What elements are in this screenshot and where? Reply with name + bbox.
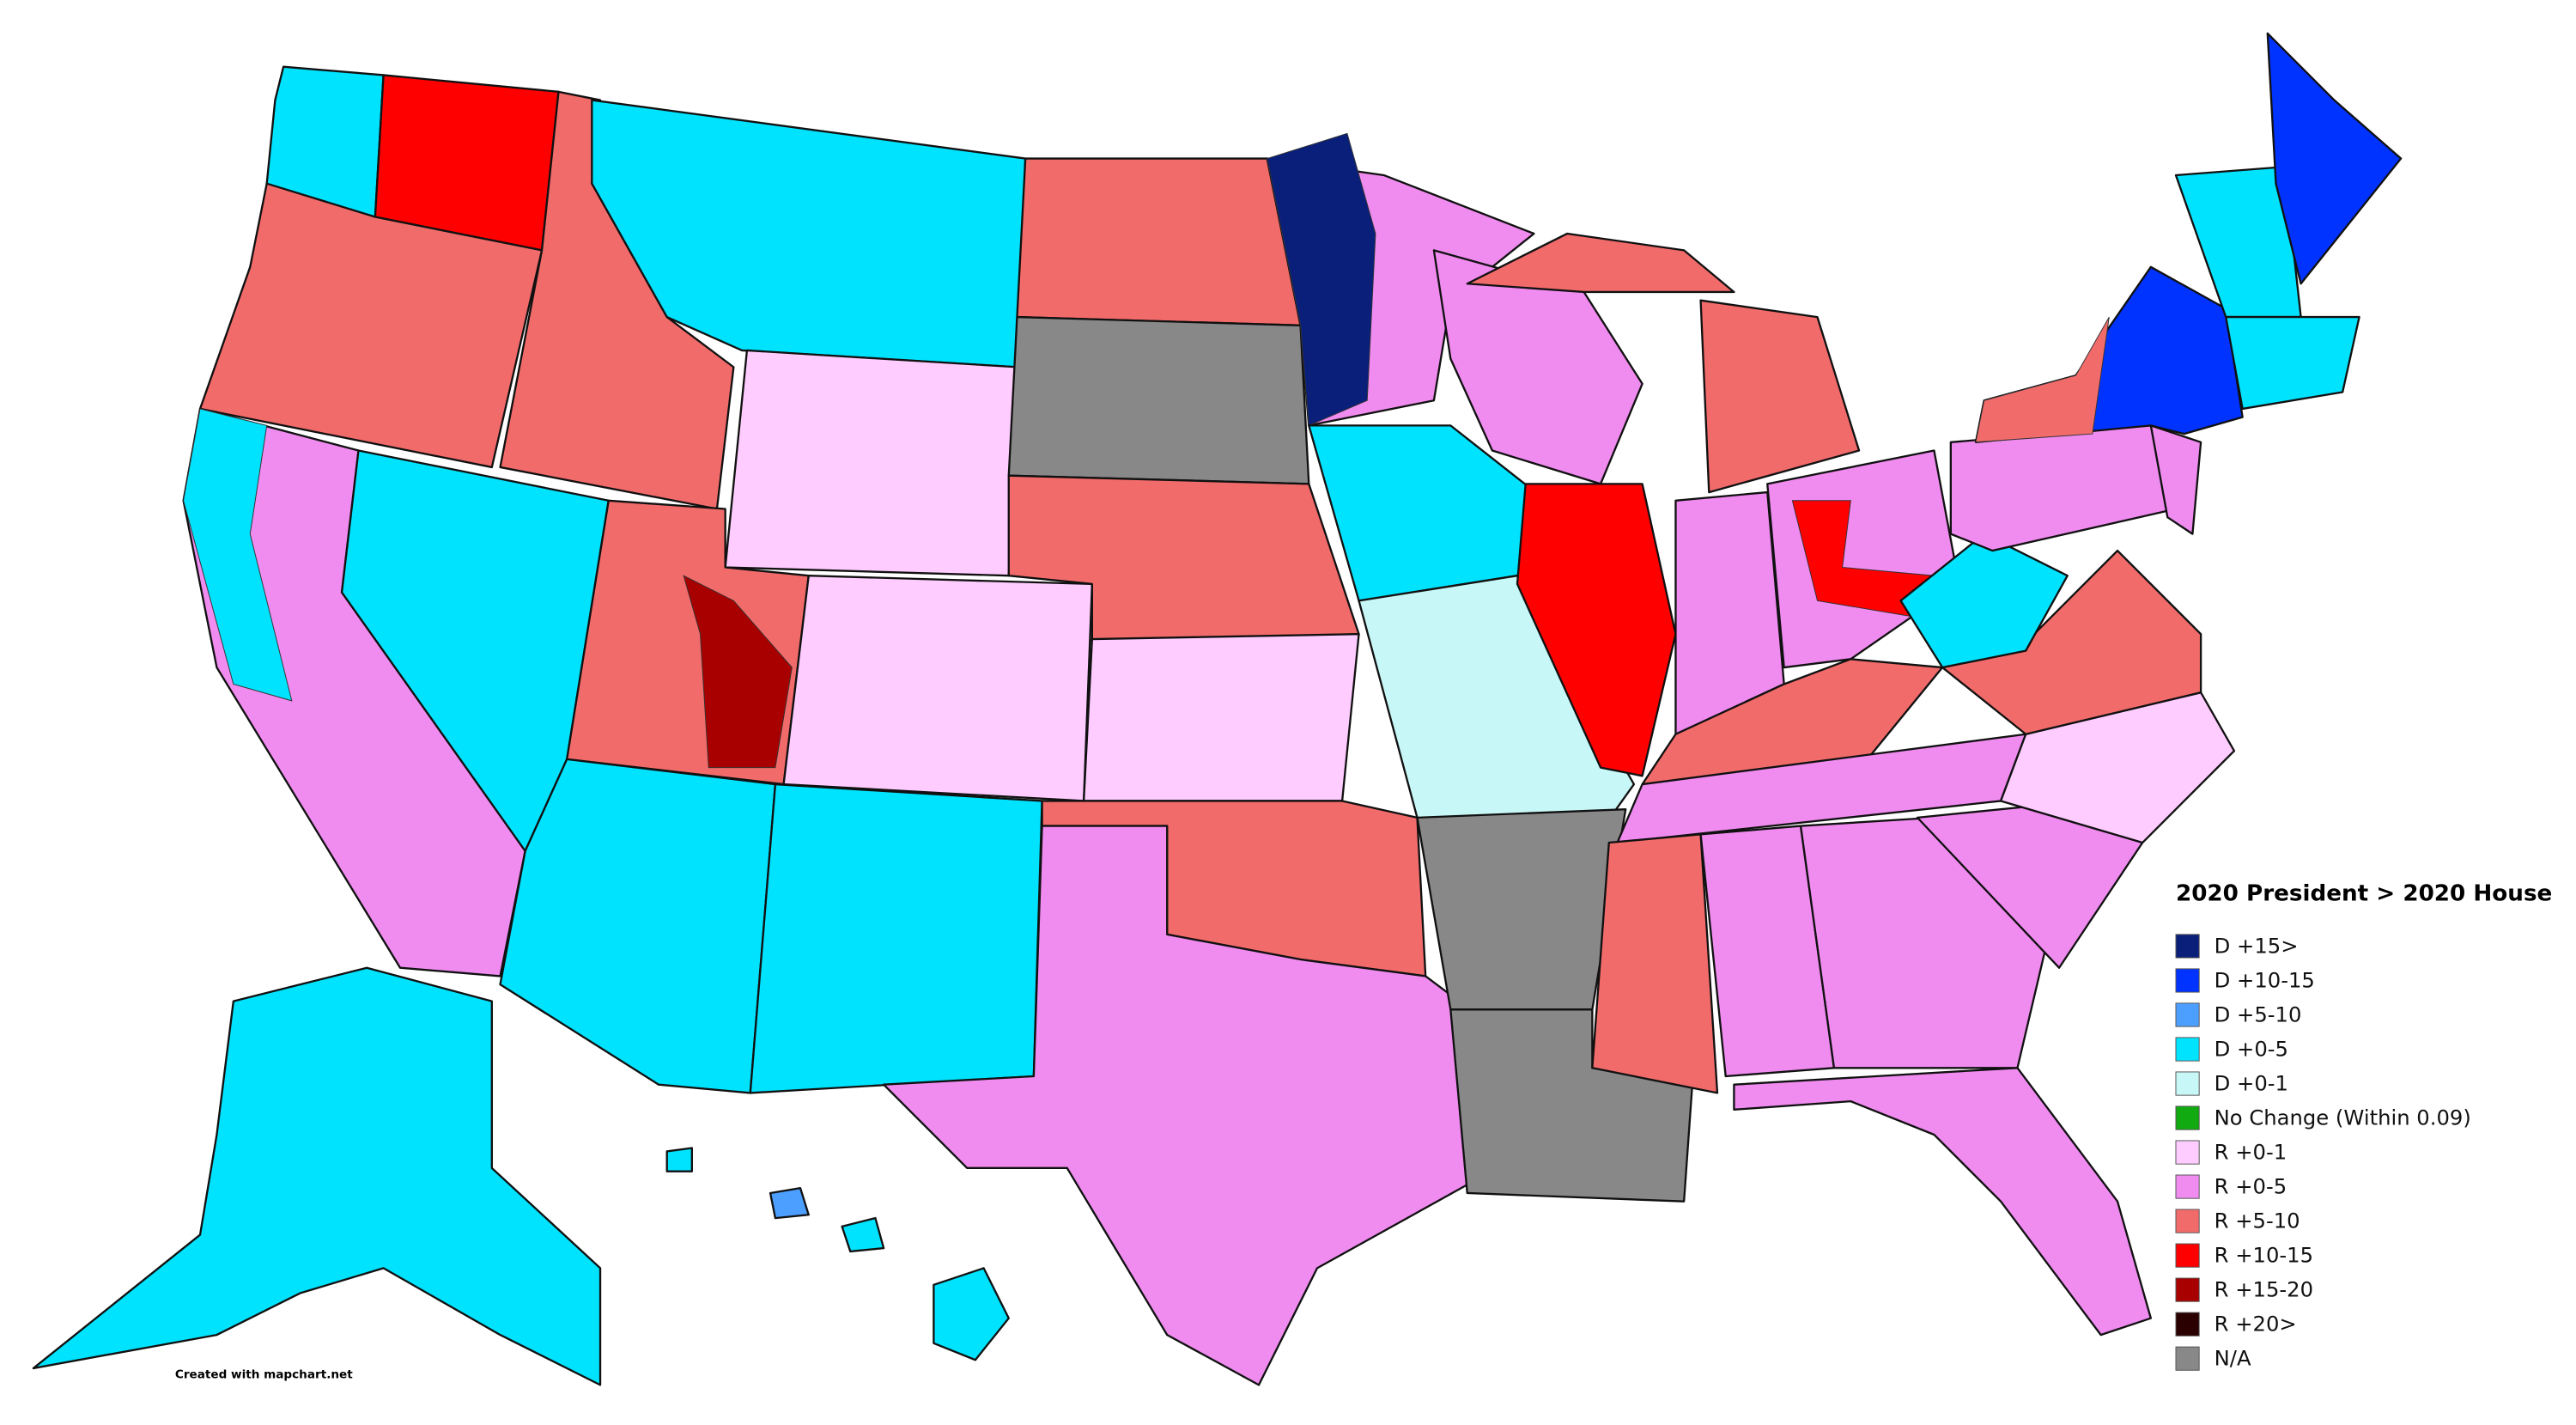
state — [1516, 483, 1677, 777]
state — [2225, 315, 2360, 411]
district — [1267, 132, 1376, 427]
island — [769, 1186, 810, 1220]
legend-swatch — [2175, 1277, 2200, 1302]
state — [1591, 833, 1719, 1094]
legend-label: D +10-15 — [2215, 967, 2315, 992]
legend-label: N/A — [2215, 1346, 2251, 1371]
state — [1016, 157, 1302, 326]
legend-swatch — [2175, 1140, 2200, 1165]
state — [1949, 424, 2178, 552]
legend-swatch — [2175, 1243, 2200, 1268]
legend-swatch — [2175, 934, 2200, 959]
legend-label: R +15-20 — [2215, 1277, 2313, 1302]
legend-label: D +0-1 — [2215, 1071, 2288, 1096]
state — [1082, 633, 1360, 802]
state — [1466, 232, 1735, 294]
island — [841, 1216, 885, 1253]
legend-swatch — [2175, 1209, 2200, 1233]
state — [749, 783, 1043, 1094]
credit: Created with mapchart.net — [175, 1368, 353, 1382]
state — [724, 349, 1018, 577]
state — [1999, 691, 2236, 844]
legend-swatch — [2175, 1071, 2200, 1096]
legend-swatch — [2175, 1037, 2200, 1062]
legend-swatch — [2175, 1002, 2200, 1027]
island — [933, 1267, 1010, 1361]
legend-label: R +5-10 — [2215, 1209, 2300, 1233]
legend: 2020 President > 2020 House D +15> D +10-… — [2175, 881, 2552, 1371]
legend-label: No Change (Within 0.09) — [2215, 1105, 2471, 1130]
legend-label: R +20> — [2215, 1312, 2297, 1337]
legend-swatch — [2175, 1346, 2200, 1371]
state — [1699, 299, 1861, 494]
district — [183, 408, 293, 702]
district — [683, 575, 793, 769]
state — [2149, 424, 2202, 535]
state — [782, 575, 1094, 802]
states — [32, 32, 2403, 1386]
legend-swatch — [2175, 1105, 2200, 1130]
legend-label: R +0-5 — [2215, 1174, 2287, 1199]
state — [1733, 1067, 2153, 1337]
state — [1416, 808, 1627, 1011]
legend-swatch — [2175, 1312, 2200, 1337]
legend-label: D +0-5 — [2215, 1036, 2288, 1061]
legend-label: D +5-10 — [2215, 1002, 2302, 1026]
state — [32, 966, 602, 1386]
legend-label: D +15> — [2215, 933, 2299, 958]
state — [1899, 533, 2069, 669]
legend-title: 2020 President > 2020 House — [2176, 881, 2552, 907]
district — [1975, 316, 2110, 443]
state — [198, 182, 544, 469]
legend-swatch — [2175, 968, 2200, 993]
legend-label: R +10-15 — [2215, 1243, 2313, 1268]
state — [1007, 315, 1310, 485]
island — [665, 1147, 693, 1172]
legend-label: R +0-1 — [2215, 1140, 2287, 1165]
state — [882, 825, 1468, 1386]
legend-swatch — [2175, 1174, 2200, 1199]
state — [2266, 32, 2403, 285]
